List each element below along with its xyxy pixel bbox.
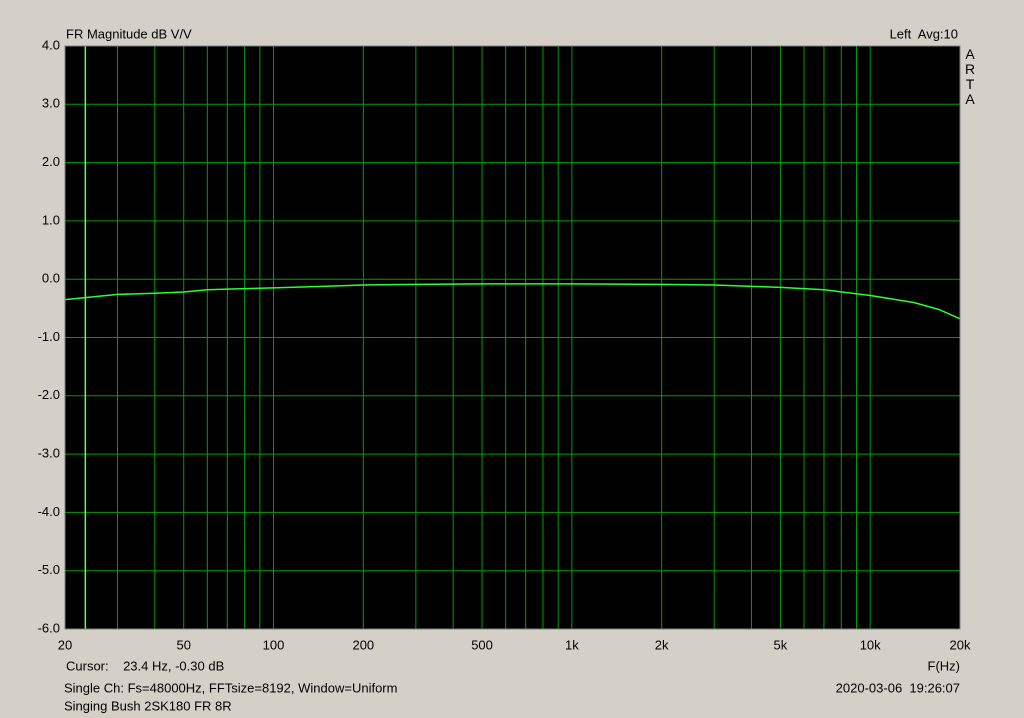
y-tick-label: -2.0 [38,387,60,402]
chart-title: FR Magnitude dB V/V [66,26,192,41]
watermark: ARTA [962,46,978,106]
x-tick-label: 200 [352,637,374,652]
x-axis-label: F(Hz) [928,658,961,673]
info: Single Ch: Fs=48000Hz, FFTsize=8192, Win… [64,680,397,695]
x-tick-label: 5k [774,637,788,652]
x-tick-label: 500 [471,637,493,652]
x-tick-label: 2k [655,637,669,652]
x-tick-label: 100 [263,637,285,652]
x-tick-label: 50 [176,637,190,652]
y-tick-label: -5.0 [38,562,60,577]
plot-border [64,45,961,630]
y-tick-label: 4.0 [42,37,60,52]
y-tick-label: -4.0 [38,504,60,519]
y-tick-label: 2.0 [42,154,60,169]
y-tick-label: 1.0 [42,212,60,227]
cursor-readout: Cursor: 23.4 Hz, -0.30 dB [66,658,224,673]
timestamp: 2020-03-06 19:26:07 [836,680,960,695]
data-line [64,283,961,320]
x-tick-label: 1k [565,637,579,652]
x-tick-label: 20 [58,637,72,652]
x-tick-label: 20k [950,637,971,652]
caption: Singing Bush 2SK180 FR 8R [64,698,232,713]
y-tick-label: -6.0 [38,620,60,635]
y-tick-label: 0.0 [42,271,60,286]
y-tick-label: -1.0 [38,329,60,344]
x-tick-label: 10k [860,637,881,652]
y-tick-label: 3.0 [42,96,60,111]
y-tick-label: -3.0 [38,446,60,461]
channel-label: Left Avg:10 [890,26,958,41]
